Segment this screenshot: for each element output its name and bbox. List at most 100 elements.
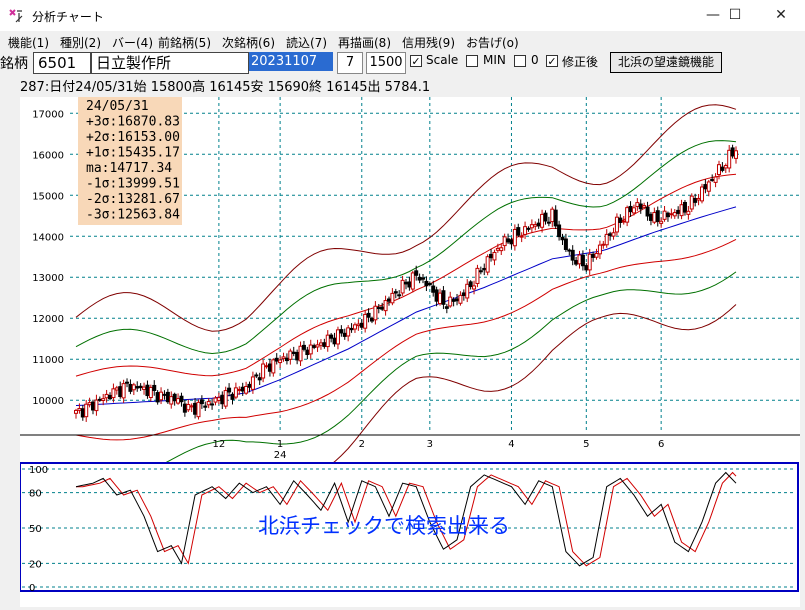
candle-body <box>597 244 602 255</box>
candle-body <box>284 357 289 362</box>
candle-body <box>203 405 208 408</box>
candle-body <box>536 222 541 227</box>
candle-body <box>410 272 415 290</box>
candle-body <box>560 236 565 241</box>
adjusted-checkbox[interactable]: ✓ <box>546 55 558 68</box>
candle-body <box>580 254 585 267</box>
sigma-minus2-line <box>75 271 737 477</box>
candle-body <box>438 292 443 305</box>
candle-body <box>441 290 446 305</box>
candle-body <box>261 363 266 379</box>
menu-redraw[interactable]: 再描画(8) <box>338 36 391 50</box>
candle-body <box>227 387 232 393</box>
candle-body <box>220 394 225 405</box>
candle-body <box>267 363 272 372</box>
candle-body <box>325 334 330 348</box>
candle-body <box>516 227 521 236</box>
candle-body <box>87 402 92 406</box>
stock-code-field[interactable]: 6501 <box>33 52 91 74</box>
x-tick-label: 4 <box>508 439 514 450</box>
candle-body <box>74 409 78 414</box>
candle-body <box>189 405 194 408</box>
candle-body <box>635 202 640 207</box>
candle-body <box>482 267 487 271</box>
candle-body <box>546 221 551 224</box>
candle-body <box>489 253 494 259</box>
zero-checkbox[interactable] <box>514 55 526 67</box>
candle-body <box>669 213 674 216</box>
y-axis-tick-labels: 10000 11000 12000 13000 14000 15000 16000 17000 <box>32 109 64 407</box>
candle-body <box>686 210 691 215</box>
candle-body <box>135 386 140 389</box>
oscillator-caption: 北浜チェックで検索出来る <box>258 514 510 538</box>
candlesticks <box>74 144 738 422</box>
candle-body <box>628 205 633 213</box>
menu-load[interactable]: 読込(7) <box>286 36 327 50</box>
menu-otsuge[interactable]: お告げ(o) <box>466 36 519 50</box>
menu-bar-type[interactable]: バー(4) <box>112 36 153 50</box>
close-button[interactable]: ✕ <box>775 7 787 23</box>
candle-body <box>730 147 735 157</box>
candle-body <box>152 384 157 391</box>
sub-y-tick-label: 20 <box>29 559 42 570</box>
grid-horizontal <box>70 112 800 401</box>
candle-body <box>366 312 371 318</box>
candle-body <box>233 387 238 398</box>
count-field[interactable]: 1500 <box>366 52 406 74</box>
y-tick-label: 11000 <box>32 355 64 366</box>
candle-body <box>553 209 558 227</box>
candle-body <box>369 317 374 322</box>
menu-kino[interactable]: 機能(1) <box>8 36 49 50</box>
candle-body <box>213 397 218 403</box>
stats-row: +1σ:15435.17 <box>86 146 180 161</box>
candle-body <box>417 276 422 281</box>
min-checkbox[interactable] <box>466 55 478 67</box>
candle-body <box>315 344 320 348</box>
candle-body <box>734 150 738 159</box>
candle-body <box>339 329 344 334</box>
x-tick-sub-label: 24 <box>274 450 287 461</box>
candle-body <box>434 289 439 302</box>
candle-body <box>529 224 534 229</box>
stock-name-field[interactable]: 日立製作所 <box>91 52 249 74</box>
candle-body <box>281 356 286 360</box>
menu-prev-stock[interactable]: 前銘柄(5) <box>158 36 211 50</box>
menu-next-stock[interactable]: 次銘柄(6) <box>222 36 275 50</box>
y-tick-label: 13000 <box>32 273 64 284</box>
y-tick-label: 10000 <box>32 396 64 407</box>
candle-body <box>356 323 361 327</box>
scale-checkbox[interactable]: ✓ <box>410 55 422 68</box>
y-tick-label: 17000 <box>32 109 64 120</box>
sub-y-tick-label: 0 <box>29 583 35 594</box>
candle-body <box>652 212 657 223</box>
stats-row: -3σ:12563.84 <box>86 208 180 223</box>
kitahama-telescope-button[interactable]: 北浜の望遠鏡機能 <box>610 52 722 73</box>
minimize-button[interactable]: — <box>706 7 720 23</box>
candle-body <box>363 313 368 329</box>
candle-body <box>458 294 463 304</box>
maximize-button[interactable]: ☐ <box>728 7 742 23</box>
candle-body <box>485 256 490 273</box>
date-field[interactable]: 20231107 <box>249 52 333 71</box>
candle-body <box>186 403 191 411</box>
candle-body <box>390 292 395 304</box>
candle-body <box>421 277 426 280</box>
candle-body <box>142 386 147 390</box>
min-label: MIN <box>483 53 506 67</box>
candle-body <box>682 201 687 213</box>
x-tick-label: 5 <box>583 439 589 450</box>
x-tick-label: 6 <box>658 439 664 450</box>
candle-body <box>614 216 619 233</box>
sigma-minus1-line <box>75 238 737 441</box>
candle-body <box>254 374 259 377</box>
menu-shubetsu[interactable]: 種別(2) <box>60 36 101 50</box>
x-tick-label: 1 <box>277 439 283 450</box>
menu-margin[interactable]: 信用残(9) <box>402 36 455 50</box>
period-field[interactable]: 7 <box>337 52 363 74</box>
candle-body <box>706 181 711 192</box>
candle-body <box>594 253 599 258</box>
candle-body <box>693 197 698 203</box>
candle-body <box>84 403 89 418</box>
candle-body <box>475 267 480 284</box>
candle-body <box>278 359 283 364</box>
